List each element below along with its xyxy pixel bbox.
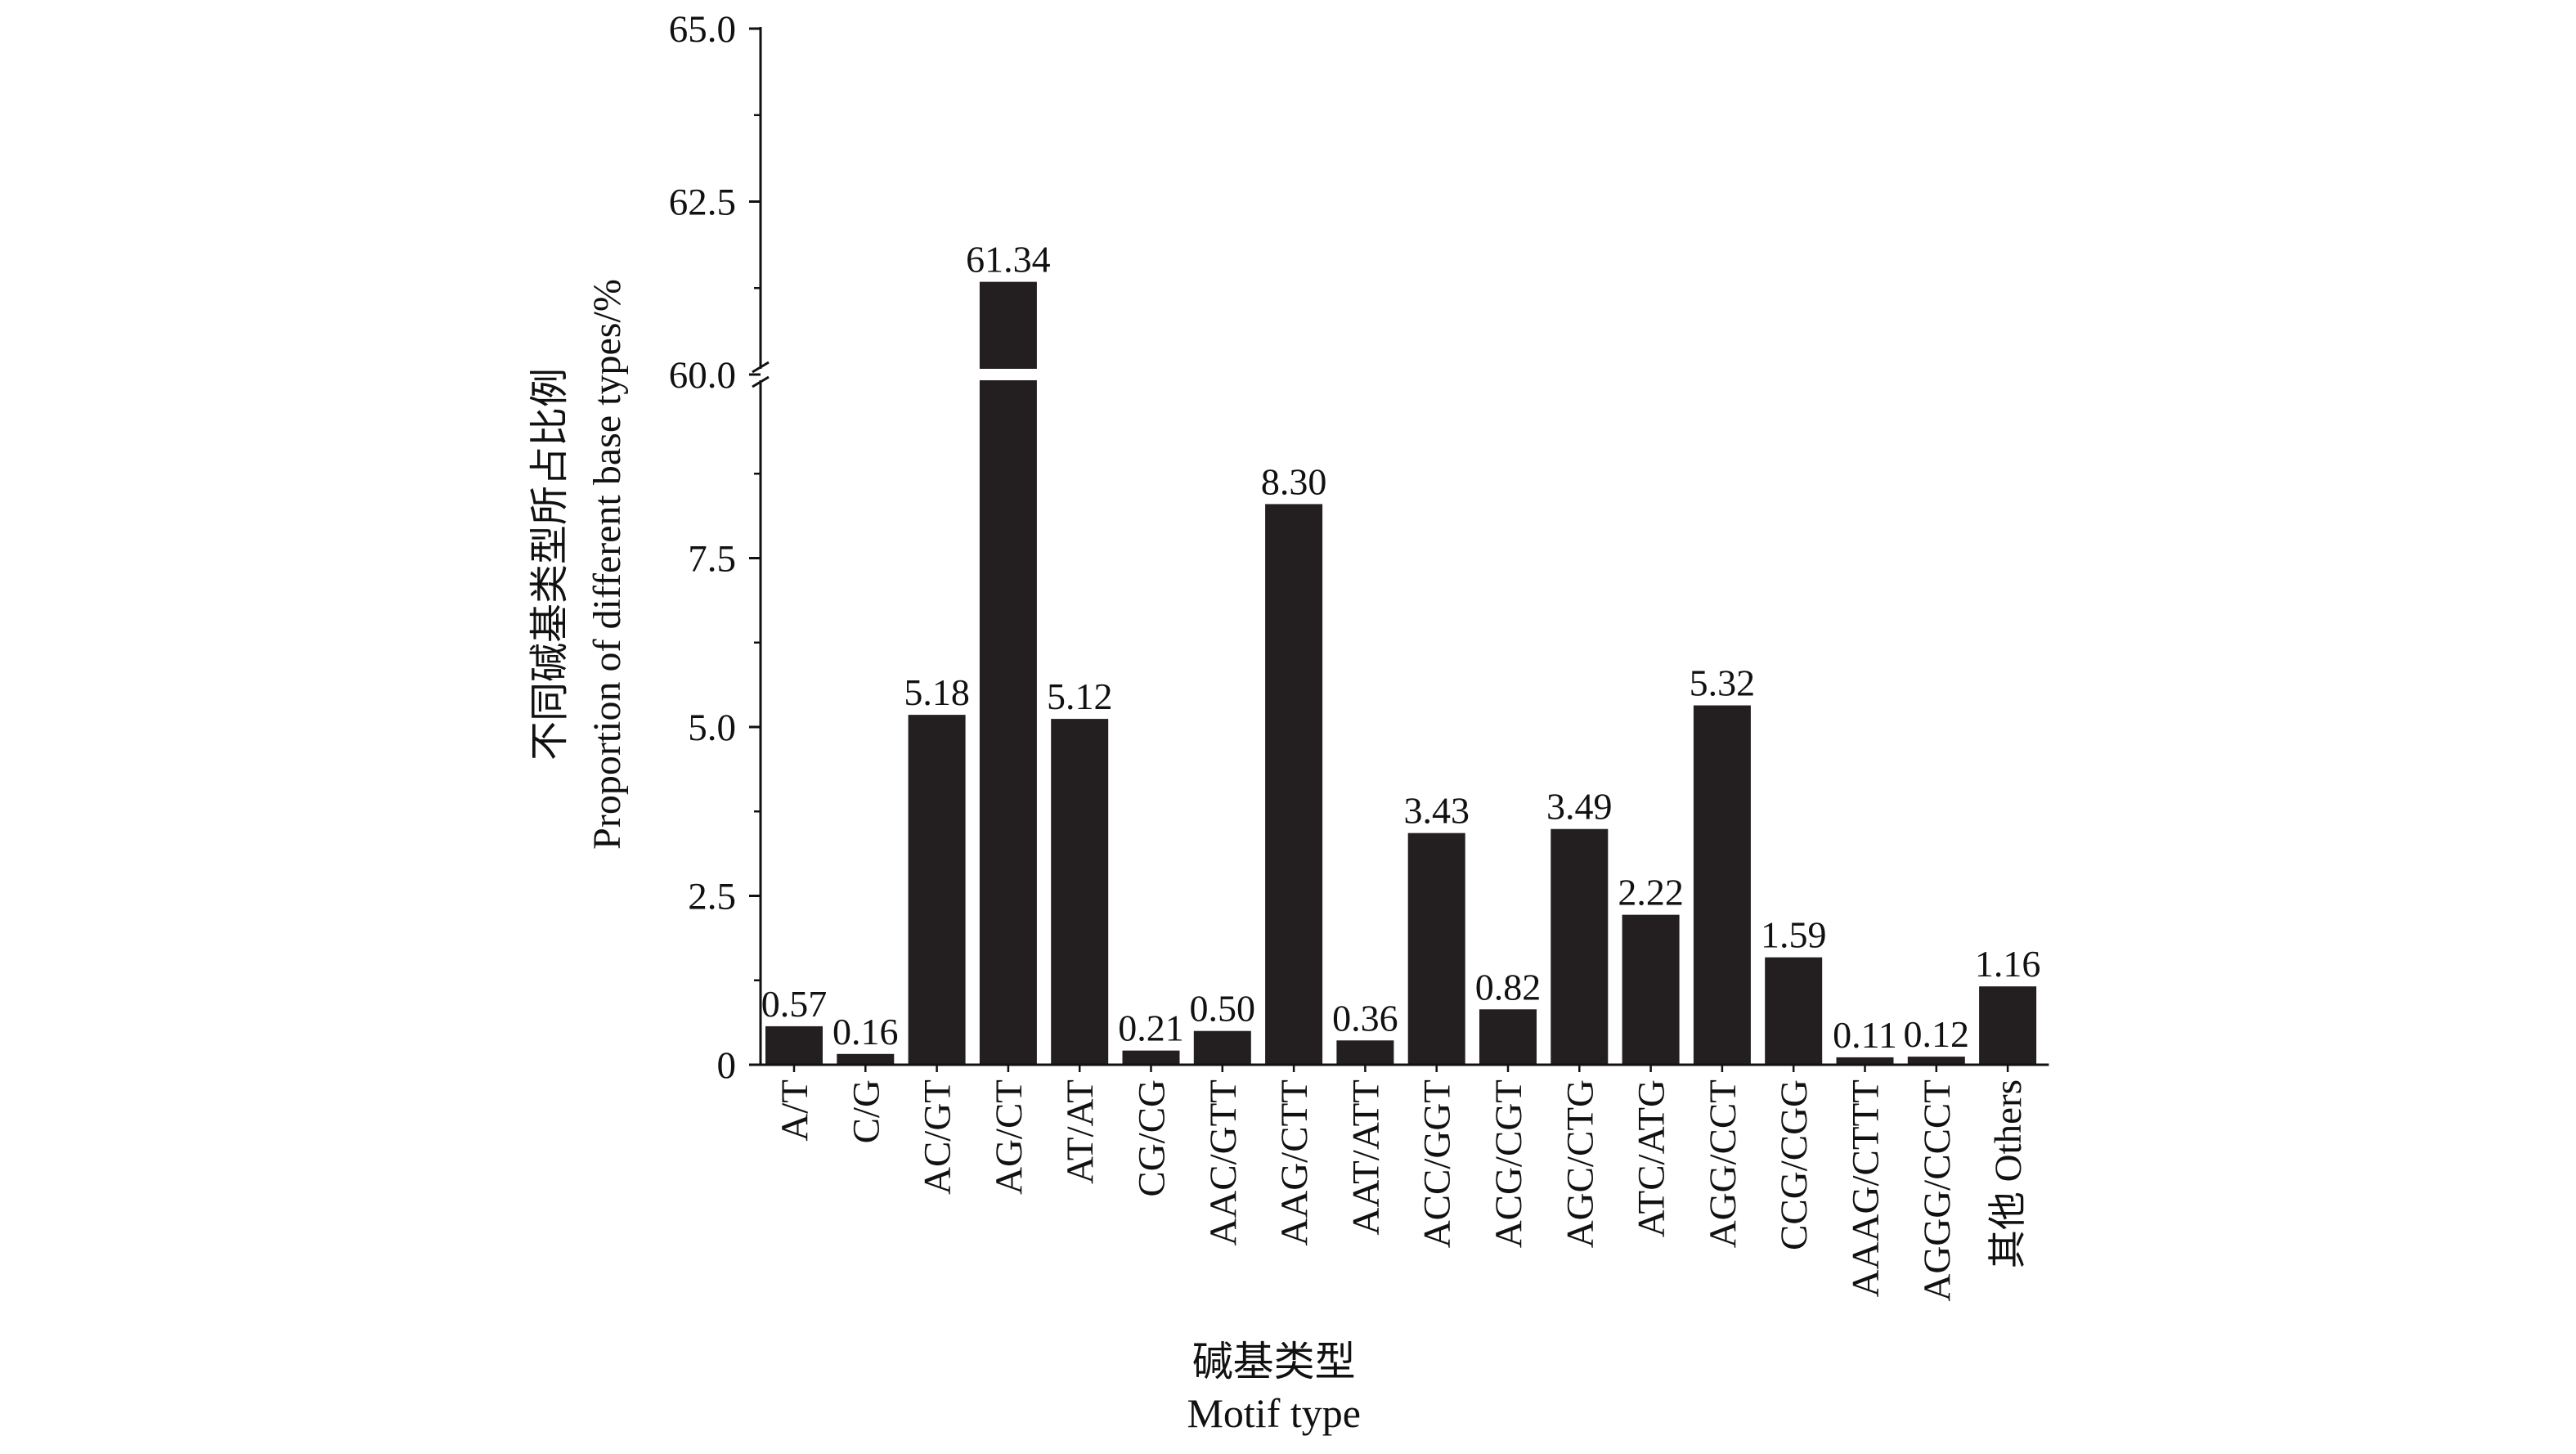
bar [1193, 1030, 1251, 1065]
bar [1479, 1009, 1537, 1065]
x-tick-label: AT/AT [1059, 1079, 1102, 1184]
bar [1051, 719, 1109, 1065]
bar-value-label: 5.32 [1690, 662, 1756, 704]
y-tick-label: 60.0 [669, 354, 736, 397]
y-tick-label: 0 [717, 1044, 737, 1087]
x-tick-label: AAAG/CTTT [1845, 1079, 1887, 1297]
bar-value-label: 61.34 [966, 239, 1051, 280]
bar [1122, 1050, 1180, 1065]
y-tick-label: 65.0 [669, 8, 736, 51]
bar-value-label: 0.82 [1475, 966, 1542, 1007]
x-tick-label: C/G [845, 1079, 887, 1143]
y-tick-label: 5.0 [688, 707, 736, 749]
bar-value-label: 0.57 [761, 983, 828, 1025]
y-axis-title-zh: 不同碱基类型所占比例 [528, 368, 572, 761]
bar-value-label: 5.12 [1047, 675, 1113, 717]
x-tick-label: ACC/GGT [1416, 1079, 1459, 1248]
bar-value-label: 5.18 [904, 671, 970, 713]
bar-value-label: 0.12 [1904, 1013, 1970, 1055]
bar-value-label: 1.16 [1975, 943, 2041, 985]
x-tick-label: AC/GT [917, 1079, 959, 1195]
bar [1907, 1057, 1965, 1065]
bar-value-label: 8.30 [1261, 460, 1327, 502]
x-tick-label: AAT/ATT [1344, 1079, 1387, 1236]
axis-break-mark [752, 375, 770, 388]
bar [765, 1025, 823, 1065]
x-tick-label: CG/CG [1131, 1079, 1174, 1197]
bar [1265, 504, 1323, 1065]
bar-value-label: 0.36 [1332, 997, 1398, 1039]
bar [908, 715, 966, 1065]
bar-value-label: 0.21 [1118, 1007, 1184, 1049]
x-axis-title-zh: 碱基类型 [1192, 1339, 1356, 1384]
x-axis-title-en: Motif type [1187, 1390, 1360, 1436]
y-axis-title-en: Proportion of different base types/% [586, 279, 629, 850]
bar-value-label: 3.49 [1546, 786, 1613, 828]
x-tick-label: 其他 Others [1987, 1079, 2030, 1268]
x-tick-label: AG/CT [988, 1079, 1030, 1195]
x-tick-label: AAG/CTT [1273, 1079, 1316, 1246]
bar [1407, 832, 1465, 1065]
y-tick-label: 62.5 [669, 182, 736, 224]
bar-value-label: 0.11 [1833, 1014, 1897, 1056]
bar [1979, 986, 2037, 1065]
bar [1693, 705, 1751, 1065]
bar-value-label: 0.50 [1190, 988, 1256, 1030]
x-tick-label: A/T [774, 1079, 816, 1142]
x-tick-label: AGGG/CCCT [1916, 1079, 1959, 1302]
bar [1336, 1040, 1394, 1065]
axis-break-gap [764, 369, 2053, 380]
bar [1551, 828, 1609, 1065]
bar [1765, 957, 1823, 1065]
bar [1622, 914, 1680, 1065]
x-tick-label: AGG/CCT [1702, 1079, 1744, 1248]
x-tick-label: AAC/GTT [1202, 1079, 1245, 1246]
y-tick-label: 2.5 [688, 876, 736, 918]
bar [1836, 1057, 1894, 1065]
x-tick-label: ACG/CGT [1488, 1079, 1530, 1248]
bar [979, 281, 1037, 1065]
x-tick-label: CCG/CGG [1773, 1079, 1815, 1250]
bar-value-label: 2.22 [1618, 872, 1684, 913]
bar-value-label: 3.43 [1403, 790, 1470, 832]
x-tick-label: AGC/CTG [1559, 1079, 1601, 1248]
x-tick-label: ATC/ATG [1631, 1079, 1673, 1237]
bar [837, 1053, 895, 1065]
bar-value-label: 0.16 [832, 1011, 899, 1052]
bar-value-label: 1.59 [1761, 914, 1827, 956]
y-tick-label: 7.5 [688, 538, 736, 581]
axis-break-mark [752, 361, 770, 374]
